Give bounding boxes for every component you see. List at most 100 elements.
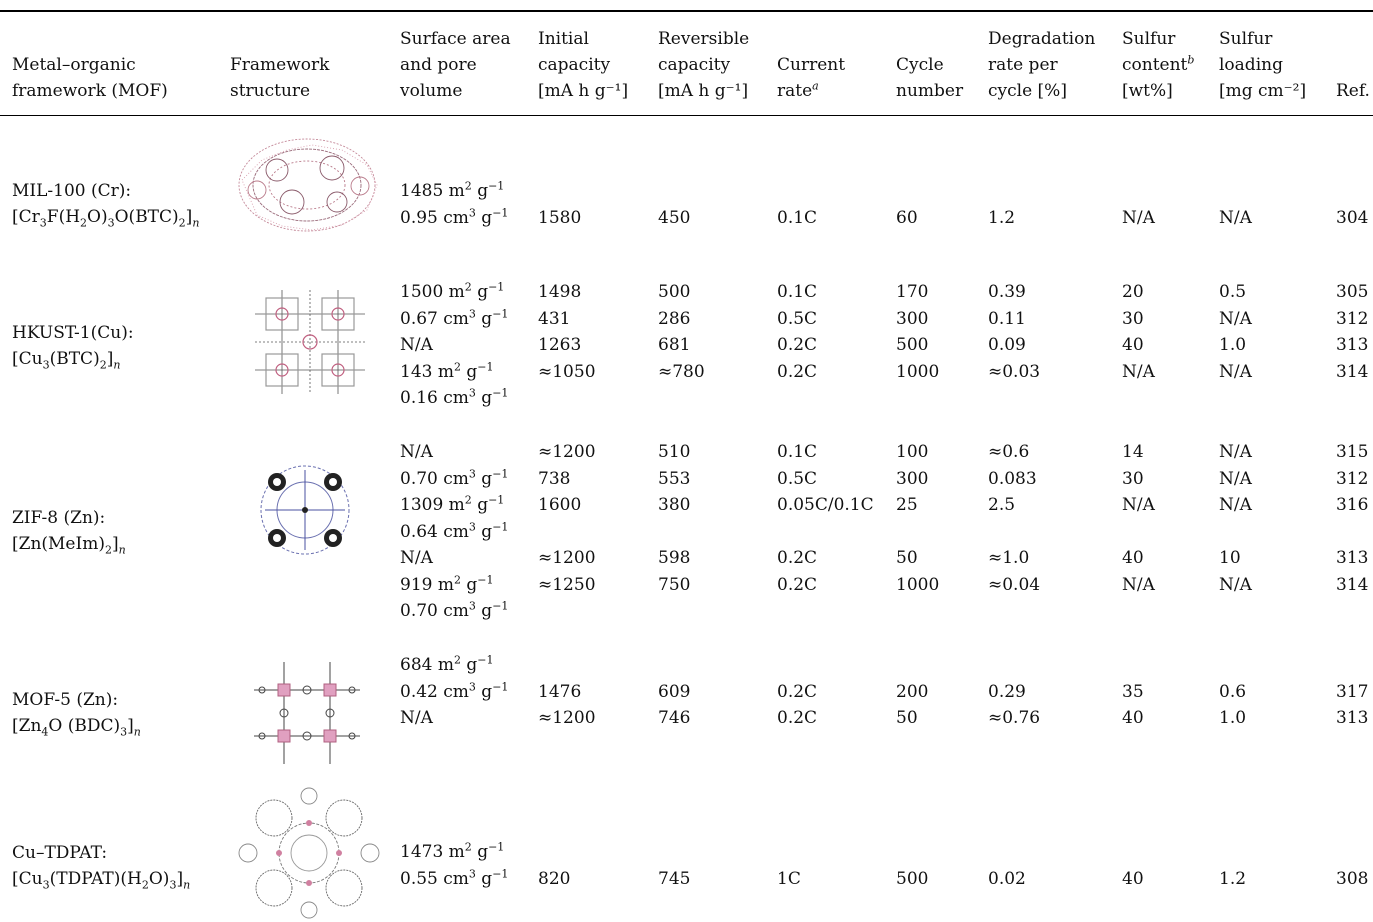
cell-content: N/A	[1122, 361, 1155, 382]
hkust-1-structure-icon	[255, 290, 365, 394]
cell-initial: ≈1050	[538, 361, 596, 382]
header-sulfur-loading: Sulfur loading [mg cm⁻²]	[1219, 29, 1307, 101]
cell-surface: 0.70 cm3 g−1	[400, 466, 509, 489]
cell-loading: 0.6	[1219, 681, 1247, 702]
cell-initial: 738	[538, 468, 571, 489]
cell-ref: 314	[1336, 574, 1369, 595]
cell-cycle: 300	[896, 468, 929, 489]
cell-initial: 820	[538, 868, 571, 889]
cu-tdpat-structure-icon	[238, 787, 380, 919]
cell-surface: 0.67 cm3 g−1	[400, 306, 509, 329]
cell-loading: N/A	[1219, 308, 1252, 329]
cell-deg: 0.39	[988, 282, 1026, 302]
cell-rate: 0.1C	[777, 282, 818, 302]
cell-surface: 684 m2 g−1	[400, 653, 494, 675]
cell-content: 35	[1122, 681, 1144, 702]
cell-initial: ≈1200	[538, 442, 596, 462]
cell-content: 30	[1122, 308, 1144, 329]
mof-name: ZIF-8 (Zn):	[12, 508, 106, 528]
cell-content: N/A	[1122, 574, 1155, 595]
cell-cycle: 1000	[896, 361, 940, 382]
top-rule	[0, 10, 1373, 12]
cell-content: 30	[1122, 468, 1144, 489]
cell-reversible: 380	[658, 495, 691, 515]
cell-ref: 304	[1336, 207, 1369, 228]
cell-reversible: 746	[658, 708, 691, 728]
header-ref: Ref.	[1336, 81, 1370, 101]
cell-ref: 314	[1336, 361, 1369, 382]
mof-name: MIL-100 (Cr):	[12, 181, 132, 201]
cell-loading: 1.0	[1219, 708, 1247, 728]
mof-5-structure-icon	[254, 662, 360, 764]
cell-reversible: 450	[658, 207, 691, 228]
header-structure: Framework structure	[230, 55, 330, 101]
cell-loading: N/A	[1219, 361, 1252, 382]
cell-reversible: 286	[658, 308, 691, 329]
cell-surface: 0.70 cm3 g−1	[400, 599, 509, 621]
cell-surface: 1500 m2 g−1	[400, 280, 505, 302]
cell-reversible: 500	[658, 282, 691, 302]
cell-surface: 1485 m2 g−1	[400, 179, 505, 201]
cell-loading: 0.5	[1219, 282, 1247, 302]
cell-loading: N/A	[1219, 468, 1252, 489]
mil-100-structure-icon	[238, 138, 378, 232]
cell-surface: 0.55 cm3 g−1	[400, 866, 509, 889]
cell-content: 14	[1122, 442, 1144, 462]
cell-ref: 313	[1336, 708, 1369, 728]
cell-cycle: 200	[896, 681, 929, 702]
cell-rate: 0.05C/0.1C	[777, 495, 874, 515]
cell-initial: 1600	[538, 495, 582, 515]
cell-ref: 315	[1336, 442, 1369, 462]
header-surface: Surface area and pore volume	[400, 29, 511, 101]
cell-deg: 1.2	[988, 207, 1016, 228]
cell-cycle: 50	[896, 548, 918, 568]
cell-surface: N/A	[400, 548, 433, 568]
cell-rate: 0.1C	[777, 442, 818, 462]
cell-content: 40	[1122, 548, 1144, 568]
cell-reversible: ≈780	[658, 361, 705, 382]
cell-content: 40	[1122, 335, 1144, 355]
cell-cycle: 1000	[896, 574, 940, 595]
header-initial: Initial capacity [mA h g⁻¹]	[538, 29, 629, 101]
cell-content: 20	[1122, 282, 1144, 302]
cell-loading: N/A	[1219, 574, 1252, 595]
cell-reversible: 510	[658, 442, 691, 462]
cell-cycle: 170	[896, 282, 929, 302]
cell-initial: 1263	[538, 335, 582, 355]
cell-surface: 1309 m2 g−1	[400, 493, 505, 515]
cell-surface: 143 m2 g−1	[400, 359, 494, 382]
mof-formula: [Cu3(TDPAT)(H2O)3]n	[12, 869, 191, 892]
cell-rate: 0.2C	[777, 548, 818, 568]
cell-cycle: 25	[896, 495, 918, 515]
cell-content: 40	[1122, 868, 1144, 889]
cell-surface: N/A	[400, 708, 433, 728]
cell-rate: 1C	[777, 868, 801, 889]
cell-loading: 1.0	[1219, 335, 1247, 355]
cell-reversible: 745	[658, 868, 691, 889]
cell-surface: 1473 m2 g−1	[400, 840, 505, 862]
cell-initial: 431	[538, 308, 571, 329]
header-mof: Metal–organic framework (MOF)	[12, 55, 168, 101]
cell-content: 40	[1122, 708, 1144, 728]
cell-surface: N/A	[400, 335, 433, 355]
mof-formula: [Zn(MeIm)2]n	[12, 534, 126, 557]
cell-deg: 0.09	[988, 335, 1026, 355]
header-current: Current ratea	[777, 55, 846, 101]
mof-formula: [Zn4O (BDC)3]n	[12, 716, 141, 739]
cell-initial: ≈1200	[538, 548, 596, 568]
cell-deg: 2.5	[988, 495, 1016, 515]
cell-cycle: 500	[896, 335, 929, 355]
cell-deg: ≈1.0	[988, 548, 1030, 568]
header-degradation: Degradation rate per cycle [%]	[988, 29, 1096, 101]
cell-ref: 317	[1336, 681, 1369, 702]
cell-rate: 0.5C	[777, 468, 818, 489]
cell-ref: 313	[1336, 335, 1369, 355]
cell-surface: 919 m2 g−1	[400, 572, 494, 595]
cell-ref: 312	[1336, 308, 1369, 329]
cell-deg: ≈0.6	[988, 442, 1030, 462]
cell-reversible: 609	[658, 681, 691, 702]
cell-loading: N/A	[1219, 442, 1252, 462]
cell-loading: 1.2	[1219, 868, 1247, 889]
cell-deg: ≈0.76	[988, 708, 1041, 728]
cell-cycle: 500	[896, 868, 929, 889]
